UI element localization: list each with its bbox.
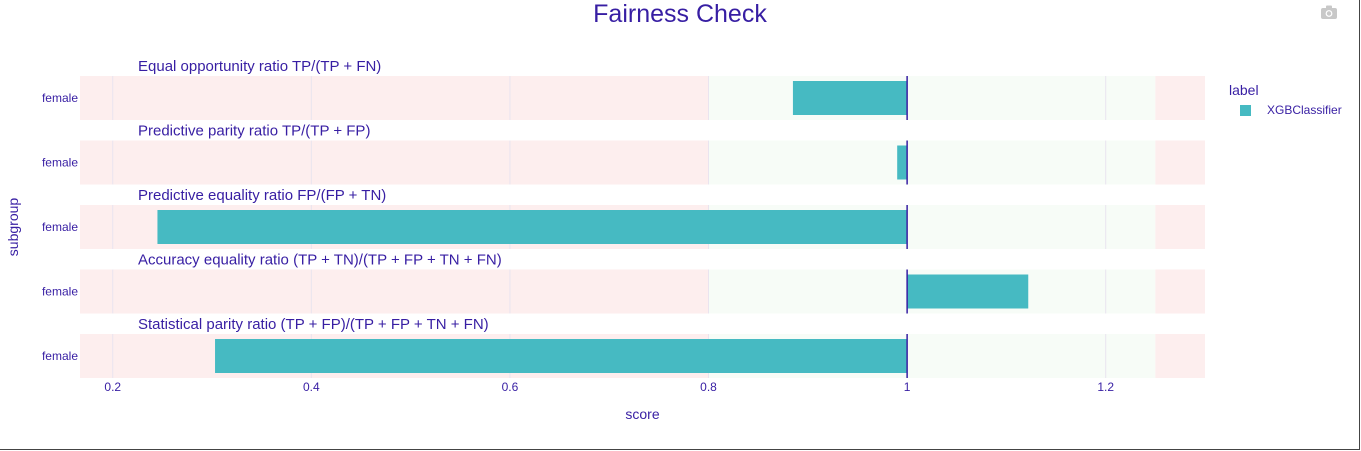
x-tick-label: 0.8 [700,380,717,394]
panel-title: Predictive equality ratio FP/(FP + TN) [138,187,386,204]
bar-predictive-equality-ratio [157,210,908,244]
panel-title: Predictive parity ratio TP/(TP + FP) [138,123,370,140]
panel-title: Accuracy equality ratio (TP + TN)/(TP + … [138,252,502,269]
red-zone-right [1155,269,1205,314]
x-tick-label: 0.2 [104,380,121,394]
red-zone-right [1155,334,1205,378]
subgroup-label: female [42,285,78,299]
red-zone-right [1155,76,1205,120]
panel-title: Statistical parity ratio (TP + FP)/(TP +… [138,316,489,333]
red-zone-right [1155,140,1205,185]
legend-item-xgbclassifier[interactable]: XGBClassifier [1240,102,1342,118]
legend-swatch [1240,104,1251,116]
bar-equal-opportunity-ratio [792,81,908,115]
x-tick-label: 0.4 [303,380,320,394]
y-axis-title: subgroup [5,198,21,257]
x-tick-label: 1 [904,380,911,394]
bar-predictive-parity-ratio [897,145,908,180]
subgroup-label: female [42,156,78,170]
legend-label: XGBClassifier [1267,103,1342,117]
x-axis-title: score [625,406,659,422]
subgroup-label: female [42,349,78,363]
subgroup-label: female [42,91,78,105]
green-zone [708,76,1156,120]
bar-statistical-parity-ratio [215,339,908,373]
panel-title: Equal opportunity ratio TP/(TP + FN) [138,58,381,75]
green-zone [708,140,1156,185]
subgroup-label: female [42,220,78,234]
x-tick-label: 0.6 [502,380,519,394]
camera-icon[interactable] [1320,4,1338,20]
red-zone-right [1155,205,1205,249]
bar-accuracy-equality-ratio [907,274,1029,309]
legend-title: label [1229,82,1259,98]
red-zone-left [80,140,709,185]
chart-title: Fairness Check [593,0,767,28]
red-zone-left [80,269,709,314]
x-tick-label: 1.2 [1097,380,1114,394]
red-zone-left [80,76,709,120]
